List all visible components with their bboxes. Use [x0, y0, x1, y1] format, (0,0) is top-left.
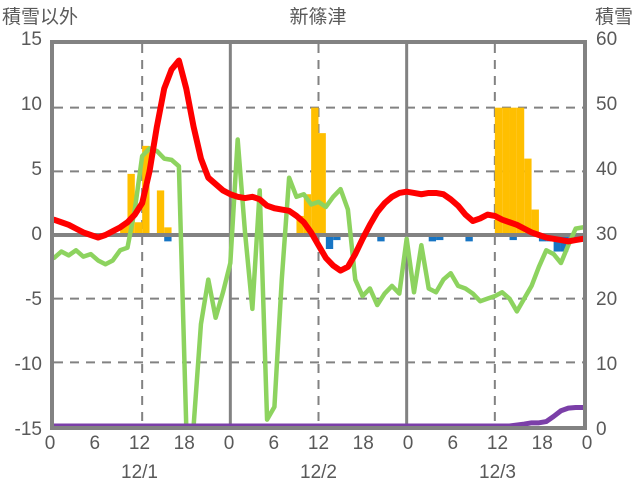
- x-tick-label: 18: [352, 433, 374, 454]
- purple-snow-depth-line: [54, 405, 583, 426]
- blue-bar: [164, 235, 172, 242]
- orange-bar: [502, 107, 510, 235]
- blue-bar: [509, 235, 517, 241]
- left-axis-title: 積雪以外: [2, 7, 79, 28]
- x-tick-label: 6: [447, 433, 459, 454]
- y-left-tick-label: -10: [14, 354, 42, 375]
- x-tick-label: 12: [486, 433, 509, 454]
- orange-bar: [318, 133, 326, 235]
- x-tick-label: 12: [128, 433, 151, 454]
- y-right-tick-label: 60: [596, 29, 618, 50]
- green-series-line: [54, 137, 583, 426]
- orange-bar: [531, 209, 539, 235]
- y-left-tick-label: 5: [31, 159, 42, 180]
- right-axis-ticks: 60 50 40 30 20 10 0: [592, 29, 636, 440]
- orange-bar: [516, 107, 525, 235]
- y-right-tick-label: 10: [596, 354, 618, 375]
- blue-bar: [553, 235, 561, 252]
- y-left-tick-label: 0: [31, 224, 42, 245]
- blue-bar: [325, 235, 334, 250]
- chart-title: 新篠津: [289, 7, 347, 28]
- orange-bar: [296, 215, 304, 235]
- x-tick-label: 6: [268, 433, 280, 454]
- line-series: [54, 57, 583, 426]
- orange-bar: [509, 107, 517, 235]
- blue-bar: [428, 235, 437, 242]
- y-left-tick-label: -5: [25, 289, 42, 310]
- day-label: 12/3: [479, 462, 516, 483]
- orange-bar: [311, 107, 319, 235]
- y-left-tick-label: 10: [20, 94, 42, 115]
- orange-bar: [134, 222, 143, 235]
- y-right-tick-label: 20: [596, 289, 618, 310]
- x-tick-label: 6: [89, 433, 101, 454]
- y-right-tick-label: 40: [596, 159, 618, 180]
- right-axis-title: 積雪: [594, 7, 633, 28]
- blue-bar: [377, 235, 385, 242]
- x-tick-label: 18: [173, 433, 195, 454]
- orange-bar: [156, 190, 165, 235]
- day-label: 12/2: [300, 462, 337, 483]
- red-series-line: [54, 57, 583, 274]
- x-axis-ticks: 0 6 12 18 0 6 12 18 0 6 12 18 0: [45, 433, 593, 463]
- orange-bar: [127, 173, 135, 235]
- left-axis-ticks: 15 10 5 0 -5 -10 -15: [0, 29, 46, 440]
- blue-bar-series: [164, 235, 576, 252]
- orange-bar: [164, 227, 172, 235]
- blue-bar: [465, 235, 473, 242]
- x-tick-label: 12: [307, 433, 330, 454]
- blue-bar: [333, 235, 341, 241]
- orange-bar: [120, 224, 128, 235]
- orange-bar: [494, 107, 503, 235]
- day-label: 12/1: [121, 462, 158, 483]
- y-right-tick-label: 0: [596, 419, 607, 440]
- x-tick-label: 0: [44, 433, 56, 454]
- orange-bar: [524, 158, 532, 235]
- x-axis-day-labels: 12/1 12/2 12/3: [50, 462, 587, 494]
- x-tick-label: 0: [581, 433, 593, 454]
- blue-bar: [436, 235, 444, 241]
- y-right-tick-label: 50: [596, 94, 618, 115]
- y-right-tick-label: 30: [596, 224, 618, 245]
- y-left-tick-label: 15: [20, 29, 42, 50]
- x-tick-label: 18: [531, 433, 553, 454]
- x-tick-label: 0: [402, 433, 414, 454]
- x-tick-label: 0: [223, 433, 235, 454]
- plot-area: [50, 40, 587, 430]
- y-left-tick-label: -15: [14, 419, 42, 440]
- orange-bar: [303, 194, 312, 235]
- chart-canvas: [54, 44, 583, 426]
